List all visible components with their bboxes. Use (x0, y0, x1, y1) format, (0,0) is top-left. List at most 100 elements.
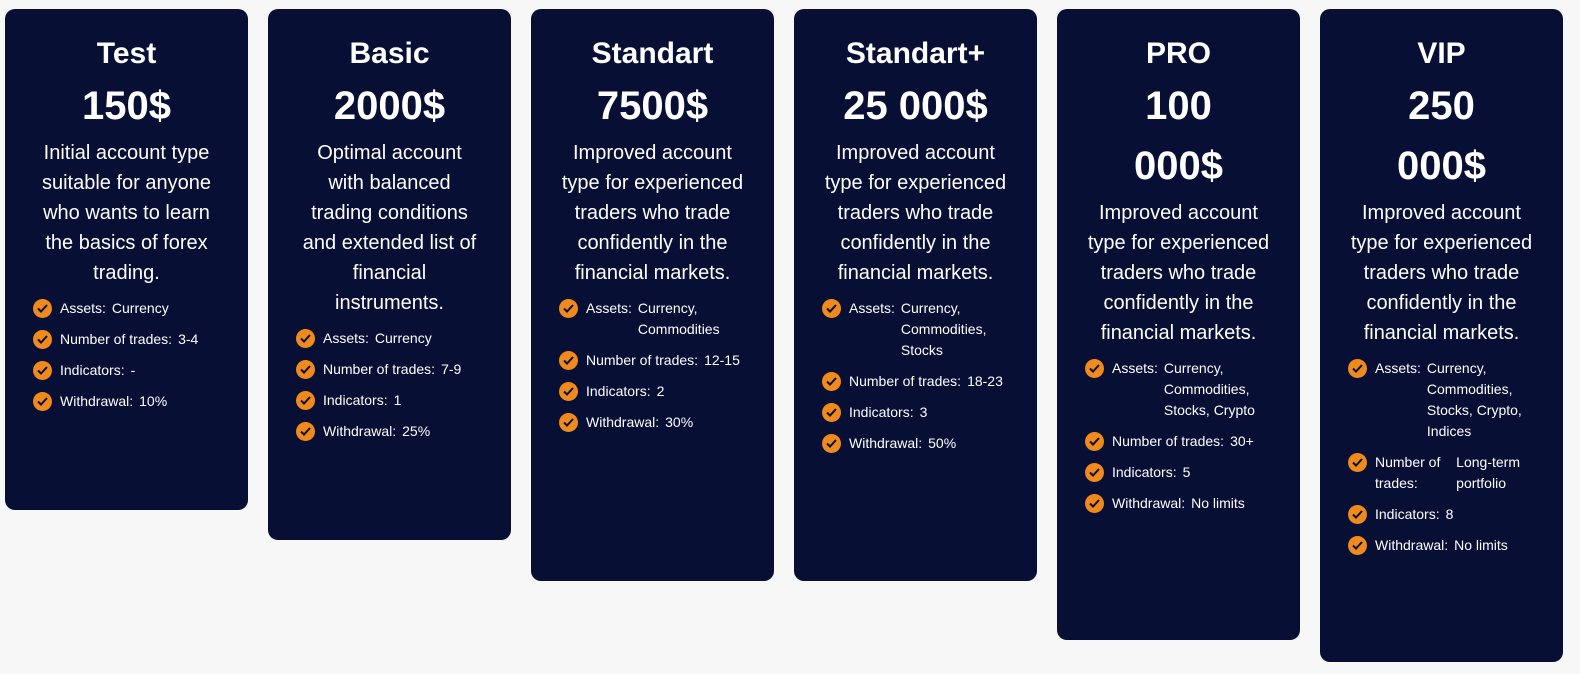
feature-label: Indicators: (323, 392, 388, 408)
feature-trades: Number of trades: 30+ (1085, 431, 1272, 452)
feature-withdrawal: Withdrawal: No limits (1085, 493, 1272, 514)
feature-value: Currency, Commodities, Stocks, Crypto (1163, 360, 1255, 418)
feature-value: 3-4 (178, 331, 199, 347)
feature-value: 2 (656, 383, 665, 399)
plan-card-standart[interactable]: Standart 7500$ Improved account type for… (531, 9, 774, 581)
plan-title: Basic (349, 37, 430, 70)
feature-value: Currency, Commodities, Stocks (900, 300, 987, 358)
check-circle-icon (1348, 505, 1367, 524)
feature-indicators: Indicators: - (33, 360, 220, 381)
feature-assets: Assets: Currency, Commodities, Stocks, Cr… (1348, 358, 1535, 442)
feature-label: Indicators: (1375, 506, 1440, 522)
feature-value: Currency, Commodities (637, 300, 720, 337)
plan-card-pro[interactable]: PRO 100 000$ Improved account type for e… (1057, 9, 1300, 640)
feature-value: 7-9 (441, 361, 462, 377)
feature-trades: Number of trades: 3-4 (33, 329, 220, 350)
plan-features: Assets: Currency, Commodities, Stocks, Cr… (1057, 358, 1300, 514)
check-circle-icon (1348, 536, 1367, 555)
check-circle-icon (559, 413, 578, 432)
plan-price: 100 000$ (1134, 84, 1223, 188)
feature-withdrawal: Withdrawal: 50% (822, 433, 1009, 454)
plan-features: Assets: Currency, Commodities, Stocks Num… (794, 298, 1037, 454)
feature-trades: Number of trades: 7-9 (296, 359, 483, 380)
feature-assets: Assets: Currency, Commodities, Stocks, Cr… (1085, 358, 1272, 421)
plan-price: 25 000$ (843, 84, 988, 128)
feature-value: Currency (111, 300, 169, 316)
plan-title: Standart (591, 37, 714, 70)
feature-label: Number of trades: (849, 373, 962, 389)
plan-features: Assets: Currency Number of trades: 7-9 Ind… (268, 328, 511, 442)
feature-value: Long-term portfolio (1456, 454, 1520, 491)
plan-description: Improved account type for experienced tr… (1087, 202, 1270, 344)
feature-label: Indicators: (1112, 464, 1177, 480)
feature-value: 50% (928, 435, 957, 451)
check-circle-icon (559, 351, 578, 370)
check-circle-icon (33, 330, 52, 349)
feature-value: Currency, Commodities, Stocks, Crypto, I… (1426, 360, 1522, 439)
feature-withdrawal: Withdrawal: 10% (33, 391, 220, 412)
feature-withdrawal: Withdrawal: 30% (559, 412, 746, 433)
plan-price: 250 000$ (1397, 84, 1486, 188)
plan-features: Assets: Currency Number of trades: 3-4 Ind… (5, 298, 248, 412)
feature-value: 1 (393, 392, 402, 408)
check-circle-icon (822, 299, 841, 318)
plan-price: 150$ (82, 84, 171, 128)
plan-description: Improved account type for experienced tr… (824, 142, 1007, 284)
plan-title: Standart+ (845, 37, 986, 70)
plan-title: VIP (1417, 37, 1466, 70)
feature-value: 18-23 (967, 373, 1003, 389)
feature-label: Number of trades: (586, 352, 699, 368)
check-circle-icon (822, 403, 841, 422)
plan-price: 2000$ (333, 84, 446, 128)
plan-title: PRO (1145, 37, 1211, 70)
check-circle-icon (1085, 494, 1104, 513)
check-circle-icon (296, 329, 315, 348)
feature-value: No limits (1454, 537, 1508, 553)
check-circle-icon (33, 361, 52, 380)
check-circle-icon (822, 434, 841, 453)
check-circle-icon (33, 392, 52, 411)
plan-title: Test (96, 37, 157, 70)
feature-indicators: Indicators: 3 (822, 402, 1009, 423)
plan-features: Assets: Currency, Commodities, Stocks, Cr… (1320, 358, 1563, 556)
feature-value: 30% (665, 414, 694, 430)
feature-label: Number of trades: (1375, 454, 1441, 491)
plan-description: Optimal account with balanced trading co… (302, 142, 477, 314)
feature-value: 30+ (1230, 433, 1254, 449)
feature-label: Number of trades: (323, 361, 436, 377)
plan-price: 7500$ (596, 84, 709, 128)
feature-value: 25% (402, 423, 431, 439)
plan-card-standart-plus[interactable]: Standart+ 25 000$ Improved account type … (794, 9, 1037, 581)
plan-description: Initial account type suitable for anyone… (41, 142, 211, 284)
feature-label: Withdrawal: (60, 393, 134, 409)
feature-label: Number of trades: (60, 331, 173, 347)
feature-label: Indicators: (849, 404, 914, 420)
feature-label: Assets: (60, 300, 106, 316)
feature-value: 5 (1182, 464, 1191, 480)
check-circle-icon (296, 391, 315, 410)
feature-indicators: Indicators: 1 (296, 390, 483, 411)
plan-card-basic[interactable]: Basic 2000$ Optimal account with balance… (268, 9, 511, 540)
feature-label: Withdrawal: (1112, 495, 1186, 511)
check-circle-icon (822, 372, 841, 391)
feature-label: Number of trades: (1112, 433, 1225, 449)
check-circle-icon (1085, 359, 1104, 378)
check-circle-icon (33, 299, 52, 318)
feature-trades: Number of trades: 12-15 (559, 350, 746, 371)
feature-assets: Assets: Currency (296, 328, 483, 349)
feature-label: Indicators: (586, 383, 651, 399)
feature-trades: Number of trades: Long-term portfolio (1348, 452, 1535, 494)
check-circle-icon (559, 382, 578, 401)
check-circle-icon (1085, 432, 1104, 451)
check-circle-icon (559, 299, 578, 318)
check-circle-icon (296, 360, 315, 379)
feature-value: - (130, 362, 136, 378)
plan-card-test[interactable]: Test 150$ Initial account type suitable … (5, 9, 248, 510)
plan-card-vip[interactable]: VIP 250 000$ Improved account type for e… (1320, 9, 1563, 662)
feature-label: Withdrawal: (1375, 537, 1449, 553)
feature-label: Assets: (586, 300, 632, 316)
feature-assets: Assets: Currency (33, 298, 220, 319)
feature-trades: Number of trades: 18-23 (822, 371, 1009, 392)
feature-indicators: Indicators: 2 (559, 381, 746, 402)
feature-label: Assets: (849, 300, 895, 316)
